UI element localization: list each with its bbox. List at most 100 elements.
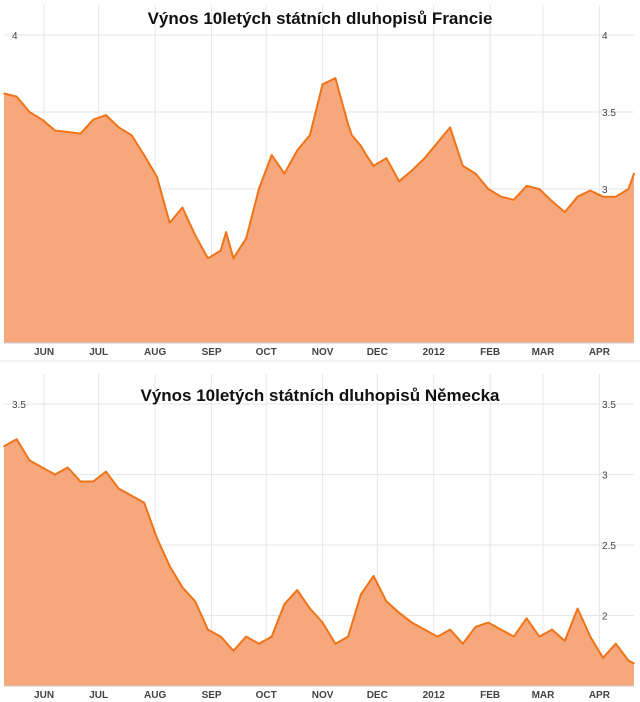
data-point-fr [207, 257, 209, 260]
x-tick-label-fr: DEC [367, 347, 388, 358]
data-point-de [54, 473, 56, 476]
data-point-de [487, 621, 490, 624]
y-tick-label-right-de: 3 [602, 471, 608, 482]
data-point-de [105, 470, 107, 473]
x-tick-label-de: FEB [480, 690, 500, 701]
data-point-de [372, 575, 375, 577]
data-point-fr [15, 95, 18, 98]
x-tick-label-de: DEC [367, 690, 388, 701]
data-point-fr [411, 169, 413, 172]
x-tick-label-de: 2012 [423, 690, 446, 701]
x-tick-label-fr: JUL [89, 347, 108, 358]
y-tick-label-right-de: 3.5 [602, 400, 616, 411]
data-point-de [334, 642, 337, 645]
data-point-fr [398, 180, 400, 183]
data-point-fr [156, 175, 158, 178]
data-point-de [130, 494, 133, 497]
data-point-fr [564, 211, 566, 213]
data-point-de [232, 650, 235, 652]
y-tick-label-right-fr: 3 [602, 185, 608, 196]
data-point-fr [258, 188, 260, 190]
data-point-fr [92, 118, 94, 121]
y-tick-label-right-fr: 4 [602, 31, 608, 42]
data-point-de [168, 565, 171, 567]
data-point-de [436, 635, 439, 638]
data-point-de [589, 635, 592, 638]
data-point-de [258, 642, 260, 645]
data-point-fr [54, 129, 56, 132]
data-point-fr [130, 134, 133, 136]
data-point-de [309, 607, 311, 610]
data-point-de [321, 621, 324, 624]
data-point-de [627, 659, 630, 662]
data-point-fr [66, 131, 69, 133]
data-point-de [615, 642, 617, 645]
data-point-fr [225, 231, 227, 233]
x-tick-label-de: SEP [202, 690, 222, 701]
data-point-de [15, 438, 18, 441]
data-point-de [296, 589, 299, 591]
data-point-de [245, 635, 247, 638]
x-tick-label-fr: NOV [312, 347, 334, 358]
series-area-de [4, 439, 634, 686]
data-point-de [79, 480, 82, 483]
data-point-de [360, 593, 362, 596]
data-point-de [347, 635, 349, 638]
x-tick-label-de: APR [589, 690, 611, 701]
data-point-fr [168, 222, 171, 224]
data-point-de [92, 480, 94, 483]
data-point-fr [321, 83, 324, 86]
y-tick-label-right-de: 2 [602, 612, 608, 623]
data-point-fr [423, 157, 426, 159]
data-point-fr [538, 188, 541, 190]
y-tick-label-right-de: 2.5 [602, 541, 616, 552]
data-point-de [156, 537, 158, 539]
chart-title-france: Výnos 10letých státních dluhopisů Franci… [147, 9, 493, 28]
data-point-de [500, 628, 502, 631]
data-point-de [194, 600, 196, 603]
data-point-de [449, 628, 451, 631]
data-point-fr [117, 126, 120, 129]
data-point-fr [576, 195, 579, 198]
data-point-de [270, 635, 273, 638]
chart-germany: 3.53.5332.52.522JUNJULAUGSEPOCTNOVDEC201… [3, 374, 635, 701]
chart-title-germany: Výnos 10letých státních dluhopisů Německ… [140, 386, 500, 405]
x-tick-label-de: AUG [144, 690, 166, 701]
data-point-de [181, 586, 184, 589]
data-point-fr [143, 154, 145, 156]
data-point-fr [351, 134, 353, 136]
x-tick-label-fr: 2012 [423, 347, 446, 358]
data-point-fr [525, 185, 528, 187]
data-point-de [41, 466, 43, 469]
x-tick-label-de: NOV [312, 690, 334, 701]
data-point-fr [347, 123, 349, 126]
data-point-de [398, 611, 400, 614]
data-point-fr [615, 195, 617, 198]
data-point-de [283, 603, 286, 605]
data-point-fr [436, 142, 439, 144]
data-point-fr [385, 157, 388, 159]
data-point-de [117, 487, 120, 490]
data-point-fr [360, 145, 362, 147]
data-point-de [385, 600, 388, 603]
chart-france: 443.53.5332.52.5JUNJULAUGSEPOCTNOVDEC201… [3, 5, 635, 358]
data-point-fr [161, 195, 164, 198]
data-point-fr [219, 249, 222, 252]
x-tick-label-fr: FEB [480, 347, 500, 358]
data-point-fr [551, 200, 553, 203]
data-point-fr [589, 189, 592, 192]
data-point-fr [309, 134, 311, 136]
data-point-de [3, 445, 5, 448]
data-point-fr [487, 188, 490, 190]
x-tick-label-de: JUL [89, 690, 108, 701]
data-point-fr [270, 154, 273, 156]
data-point-de [538, 635, 541, 638]
data-point-de [564, 640, 566, 642]
data-point-fr [449, 126, 451, 129]
data-point-fr [3, 92, 5, 95]
data-point-de [525, 617, 528, 620]
x-tick-label-fr: OCT [256, 347, 277, 358]
y-tick-label-left-fr: 4 [12, 31, 18, 42]
data-point-de [423, 628, 426, 631]
data-point-fr [283, 172, 286, 175]
